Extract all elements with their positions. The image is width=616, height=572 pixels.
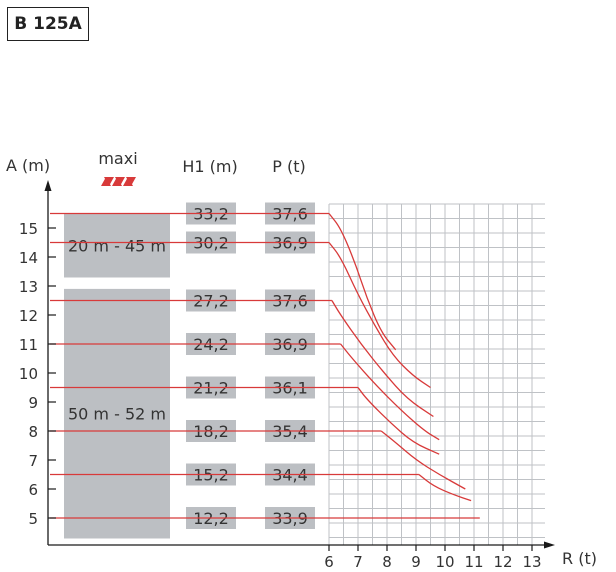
- x-tick-label: 10: [435, 553, 454, 571]
- x-axis-label: R (t): [562, 549, 597, 568]
- load-curve: [331, 300, 434, 418]
- chart-ticks: 5 6 7 8 9 10 11 12 13 14 15 6 7 8 9 10 11 12 13: [19, 220, 542, 571]
- y-tick-label: 15: [19, 220, 38, 238]
- load-curve: [380, 430, 466, 490]
- group-label: 20 m - 45 m: [68, 237, 166, 256]
- maxi-triangles-icon: [101, 177, 136, 186]
- chart-curves: [328, 213, 472, 502]
- y-tick-label: 12: [19, 307, 38, 325]
- load-curve: [340, 343, 440, 441]
- chart-axes: [44, 180, 555, 549]
- x-axis-arrow: [544, 541, 555, 549]
- maxi-header: maxi: [98, 149, 137, 168]
- load-curve: [328, 213, 397, 351]
- x-tick-label: 7: [353, 553, 363, 571]
- y-tick-label: 10: [19, 365, 38, 383]
- y-axis-label: A (m): [6, 156, 50, 175]
- group-label: 50 m - 52 m: [68, 405, 166, 424]
- y-tick-label: 13: [19, 278, 38, 296]
- y-tick-label: 9: [28, 394, 38, 412]
- y-axis-arrow: [44, 180, 52, 191]
- h1-header: H1 (m): [182, 157, 237, 176]
- y-tick-label: 5: [28, 510, 38, 528]
- model-badge: B 125A: [7, 7, 89, 41]
- chart-boxes: 20 m - 45 m50 m - 52 m33,2 37,630,2 36,927…: [64, 202, 315, 539]
- x-tick-label: 12: [493, 553, 512, 571]
- load-curve: [357, 387, 440, 455]
- y-tick-label: 14: [19, 249, 38, 267]
- x-tick-label: 13: [522, 553, 541, 571]
- x-tick-label: 11: [464, 553, 483, 571]
- load-curve: [328, 242, 431, 389]
- y-tick-label: 8: [28, 423, 38, 441]
- p-header: P (t): [272, 157, 306, 176]
- x-tick-label: 9: [411, 553, 421, 571]
- chart-grid: [328, 203, 545, 545]
- group-box: [64, 213, 170, 278]
- y-tick-label: 11: [19, 336, 38, 354]
- x-tick-label: 8: [382, 553, 392, 571]
- y-tick-label: 7: [28, 452, 38, 470]
- chart-connectors: [50, 212, 480, 519]
- group-box: [64, 288, 170, 539]
- x-tick-label: 6: [324, 553, 334, 571]
- load-curve: [418, 473, 472, 502]
- y-tick-label: 6: [28, 481, 38, 499]
